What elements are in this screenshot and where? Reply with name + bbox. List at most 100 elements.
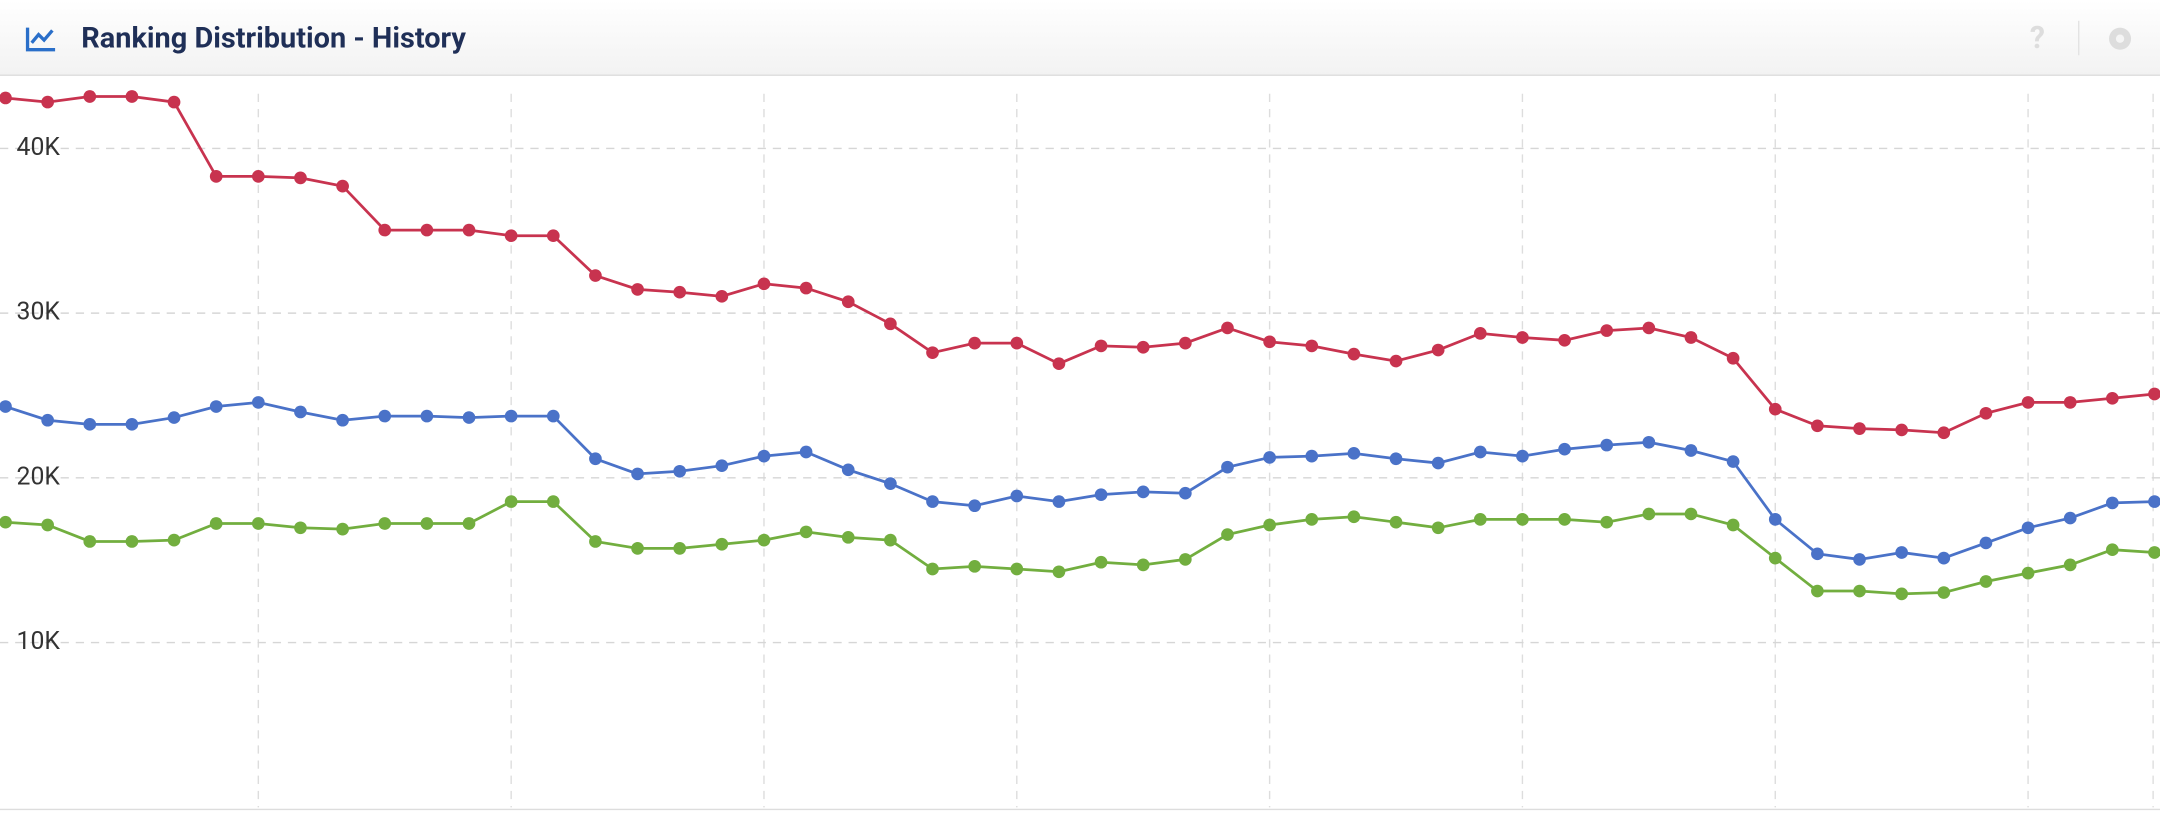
data-point [2063,396,2077,409]
data-point [1768,513,1782,526]
data-point [968,560,981,573]
data-point [1516,513,1529,526]
data-point [1853,422,1866,435]
header [0,0,2160,76]
data-point [0,400,12,413]
data-point [1179,486,1192,500]
data-point [841,463,855,477]
data-point [2063,558,2077,572]
data-point [251,170,265,183]
data-point [1642,321,1656,335]
data-point [1010,562,1024,576]
data-point [1221,321,1234,335]
data-point [2148,546,2160,559]
data-point [631,542,644,555]
data-point [462,411,476,424]
data-point [1642,435,1656,449]
data-point [83,417,97,431]
data-point [1853,553,1866,566]
data-point [1389,354,1403,368]
data-point [420,409,434,423]
data-point [2021,566,2035,580]
data-point [1010,336,1024,350]
data-point [251,517,265,530]
data-point [884,533,897,547]
data-point [1726,455,1740,468]
data-point [1979,536,1993,550]
y-tick-label: 20K [17,462,61,491]
data-point [294,171,307,185]
data-point [1726,351,1740,365]
data-point [757,533,771,547]
data-point [378,223,392,237]
data-point [504,409,518,423]
data-point [673,464,687,478]
data-point [715,537,729,551]
data-point [1768,402,1782,416]
data-point [1305,449,1319,463]
data-point [1600,324,1614,337]
data-point [1136,485,1150,499]
data-point [926,495,939,508]
data-point [1094,555,1108,569]
data-point [294,521,307,535]
data-point [1811,547,1824,561]
data-point [83,90,97,103]
data-point [631,283,644,296]
data-point [589,269,602,282]
data-point [1558,513,1571,526]
plot-area: 10K 20K 30K 40K [0,90,2160,808]
y-tick-label: 10K [17,627,61,656]
data-point [1811,419,1824,433]
data-point [504,495,518,508]
data-point [884,317,897,331]
data-point [715,459,729,473]
data-point [0,515,12,529]
data-point [546,409,560,423]
data-point [1811,584,1824,598]
data-point [462,517,476,530]
data-point [1642,507,1656,521]
data-point [1895,423,1909,437]
data-point [2063,511,2077,525]
data-point [0,91,12,105]
data-point [378,409,392,423]
data-point [1136,340,1150,354]
data-point [799,281,813,295]
data-point [83,535,97,548]
data-point [1473,327,1487,340]
data-point [2106,391,2119,405]
series-line [5,401,2155,561]
data-point [378,517,392,530]
data-point [1600,515,1614,529]
data-point [504,229,518,243]
data-point [1052,565,1066,579]
data-point [1558,333,1571,347]
y-tick-label: 30K [17,298,61,327]
data-point [841,295,855,309]
data-point [2148,387,2160,401]
data-point [1347,510,1361,524]
data-point [209,170,223,183]
data-point [1052,357,1066,371]
settings-icon[interactable] [2109,27,2132,50]
data-point [125,535,139,548]
svg-text:?: ? [2030,21,2045,56]
data-point [420,223,434,237]
data-point [968,336,981,350]
data-point [1684,331,1698,344]
data-point [1347,446,1361,460]
help-icon[interactable]: ? [2030,21,2045,56]
series-line [5,500,2155,596]
data-point [2106,543,2119,557]
data-point [251,396,265,409]
data-point [1937,426,1951,440]
data-point [420,517,434,530]
data-point [884,477,897,490]
data-point [1853,584,1866,598]
data-point [2148,495,2160,508]
data-point [1347,347,1361,361]
data-point [1979,575,1993,588]
data-point [336,413,349,427]
